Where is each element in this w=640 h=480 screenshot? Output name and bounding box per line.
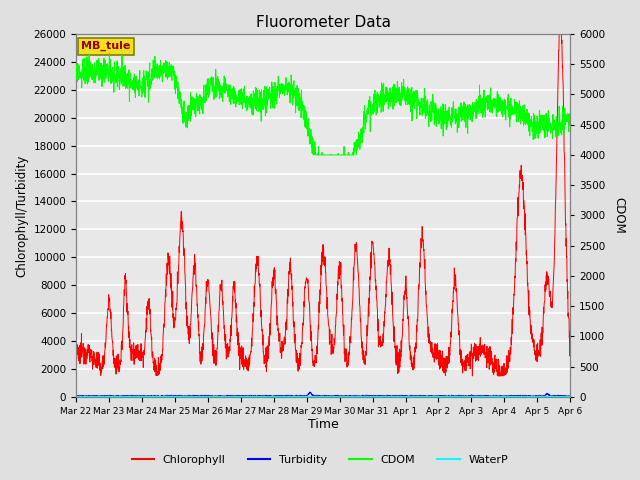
Y-axis label: CDOM: CDOM — [612, 197, 625, 234]
Legend: Chlorophyll, Turbidity, CDOM, WaterP: Chlorophyll, Turbidity, CDOM, WaterP — [127, 451, 513, 469]
Title: Fluorometer Data: Fluorometer Data — [255, 15, 390, 30]
Text: MB_tule: MB_tule — [81, 41, 131, 51]
X-axis label: Time: Time — [308, 419, 339, 432]
Y-axis label: Chlorophyll/Turbidity: Chlorophyll/Turbidity — [15, 154, 28, 276]
